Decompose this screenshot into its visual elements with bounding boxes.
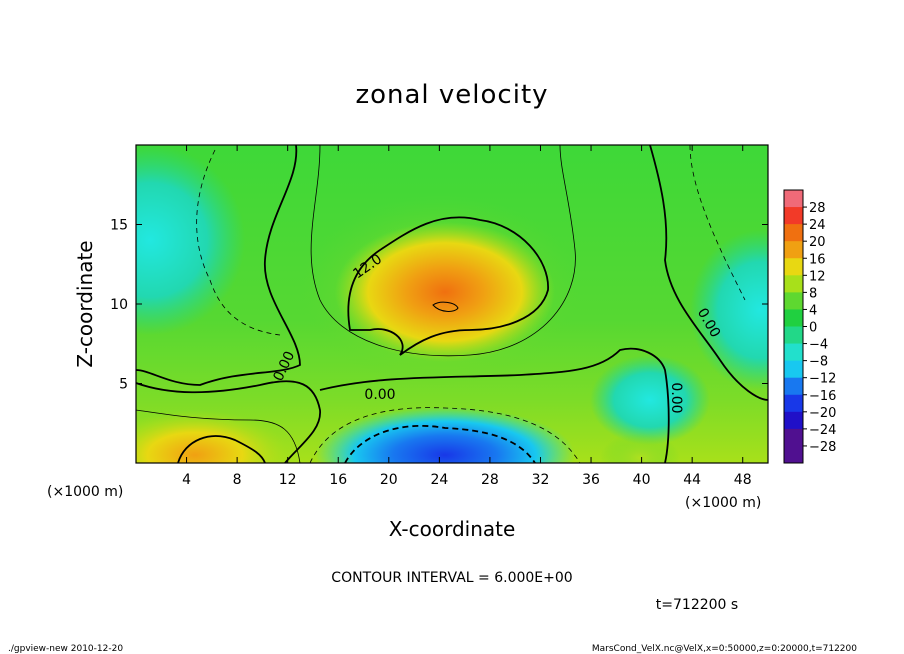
cold-core-lower <box>315 407 575 463</box>
contour-minus12 <box>344 424 536 463</box>
colorbar-label: 28 <box>809 201 826 216</box>
x-tick-label: 16 <box>329 472 347 488</box>
colorbar-label: −16 <box>809 389 836 404</box>
plot-area: 12.0 0.00 0.00 0.00 0.00 4 8 12 16 20 24 28 32 3… <box>110 144 769 488</box>
x-axis-unit-left: (×1000 m) <box>47 484 123 500</box>
colorbar-label: 4 <box>809 303 817 318</box>
colorbar-swatch <box>784 275 803 293</box>
x-tick-label: 20 <box>380 472 398 488</box>
y-tick-label: 10 <box>110 297 128 313</box>
min-region-right <box>690 230 768 390</box>
colorbar-label: 0 <box>809 321 817 336</box>
chart-title: zonal velocity <box>355 80 548 110</box>
x-tick-label: 44 <box>683 472 701 488</box>
y-axis: 5 10 15 <box>110 218 768 393</box>
colorbar-label: 20 <box>809 235 826 250</box>
x-tick-label: 32 <box>532 472 550 488</box>
contours <box>136 145 768 463</box>
colorbar-swatch <box>784 309 803 327</box>
colorbar-swatch <box>784 190 803 208</box>
colorbar-swatch <box>784 241 803 259</box>
x-axis-unit-right: (×1000 m) <box>685 495 761 511</box>
x-axis-label: X-coordinate <box>389 517 516 541</box>
contour-interval-note: CONTOUR INTERVAL = 6.000E+00 <box>331 570 572 586</box>
footer-left: ./gpview-new 2010-12-20 <box>8 644 123 654</box>
min-region-upper-left <box>136 145 245 335</box>
colorbar-label: −4 <box>809 338 828 353</box>
colorbar-label: −8 <box>809 355 828 370</box>
y-axis-label: Z-coordinate <box>73 240 97 367</box>
contour-6-lower <box>136 409 301 463</box>
x-tick-label: 48 <box>734 472 752 488</box>
colorbar-swatch <box>784 258 803 276</box>
x-tick-label: 28 <box>481 472 499 488</box>
colorbar-swatch <box>784 360 803 379</box>
contour-label: 0.00 <box>668 382 684 413</box>
contour-12-lower <box>177 435 266 463</box>
warm-region-lower-left <box>136 410 290 463</box>
contour-0-middle <box>319 347 670 463</box>
footer-right: MarsCond_VelX.nc@VelX,x=0:50000,z=0:2000… <box>592 644 857 654</box>
colorbar-label: 12 <box>809 269 826 284</box>
colorbar-label: 16 <box>809 252 826 267</box>
colorbar-swatch <box>784 292 803 310</box>
x-tick-label: 4 <box>182 472 191 488</box>
x-tick-label: 8 <box>233 472 242 488</box>
colorbar-label: −28 <box>809 440 836 455</box>
contour-6 <box>310 145 576 357</box>
y-tick-label: 5 <box>119 377 128 393</box>
contour-0-lower-left <box>136 380 321 463</box>
x-axis: 4 8 12 16 20 24 28 32 36 40 44 48 <box>182 145 752 488</box>
colorbar: 28 24 20 16 12 8 4 0 −4 −8 −12 −16 −20 −24 −28 <box>783 189 836 464</box>
colorbar-label: 8 <box>809 286 817 301</box>
colorbar-swatch <box>784 224 803 242</box>
contour-minus6-lower <box>309 407 581 463</box>
y-tick-label: 15 <box>110 218 128 234</box>
colorbar-label: −24 <box>809 423 836 438</box>
x-tick-label: 24 <box>430 472 448 488</box>
colorbar-swatch <box>784 445 803 464</box>
contour-12 <box>347 216 549 356</box>
time-label: t=712200 s <box>656 597 738 613</box>
x-tick-label: 12 <box>279 472 297 488</box>
colorbar-label: −12 <box>809 372 836 387</box>
x-tick-label: 40 <box>633 472 651 488</box>
min-region-lower-right <box>590 355 710 445</box>
colorbar-swatch <box>784 377 803 396</box>
contour-label: 0.00 <box>364 387 395 403</box>
contour-18 <box>432 301 459 312</box>
contour-0-left <box>136 145 301 386</box>
colorbar-swatch <box>784 207 803 225</box>
colorbar-swatch <box>784 394 803 413</box>
colorbar-swatch <box>784 428 803 447</box>
colorbar-swatch <box>784 343 803 362</box>
colorbar-swatch <box>784 411 803 430</box>
shaded-field <box>136 145 768 463</box>
contour-minus6-right <box>689 145 746 301</box>
contour-0-right <box>649 145 768 401</box>
x-tick-label: 36 <box>582 472 600 488</box>
colorbar-swatch <box>784 326 803 345</box>
warm-region-lower-right <box>600 433 680 463</box>
colorbar-label: −20 <box>809 406 836 421</box>
colorbar-label: 24 <box>809 218 826 233</box>
